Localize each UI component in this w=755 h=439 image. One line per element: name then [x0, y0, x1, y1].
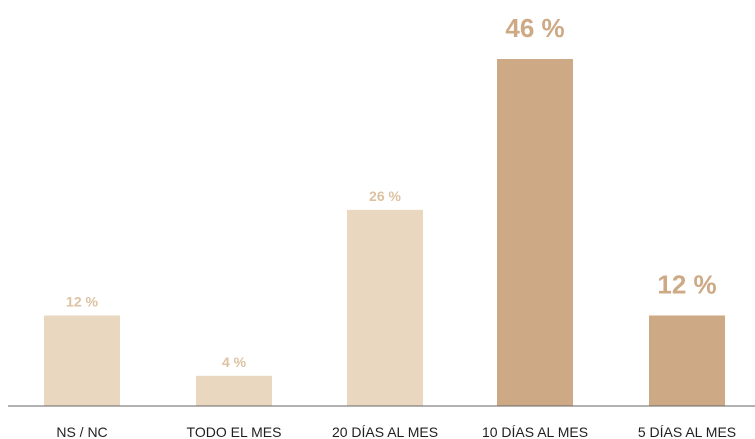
value-labels-group: 12 % 4 % 26 % 46 % 12 % — [66, 13, 717, 370]
bar-1 — [196, 375, 272, 406]
category-label-0: NS / NC — [56, 424, 107, 439]
bar-4 — [649, 315, 725, 406]
category-label-3: 10 DÍAS AL MES — [482, 424, 588, 439]
category-label-2: 20 DÍAS AL MES — [332, 424, 438, 439]
data-label-0: 12 % — [66, 293, 98, 309]
data-label-1: 4 % — [222, 354, 247, 370]
category-label-4: 5 DÍAS AL MES — [638, 424, 736, 439]
bar-2 — [347, 209, 423, 406]
data-label-4: 12 % — [657, 269, 716, 299]
bar-3 — [497, 59, 573, 406]
category-label-1: TODO EL MES — [187, 424, 282, 439]
data-label-2: 26 % — [369, 188, 401, 204]
bar-0 — [44, 315, 120, 406]
category-labels-group: NS / NC TODO EL MES 20 DÍAS AL MES 10 DÍAS … — [56, 424, 736, 439]
bars-group — [44, 59, 725, 406]
data-label-3: 46 % — [505, 13, 564, 43]
